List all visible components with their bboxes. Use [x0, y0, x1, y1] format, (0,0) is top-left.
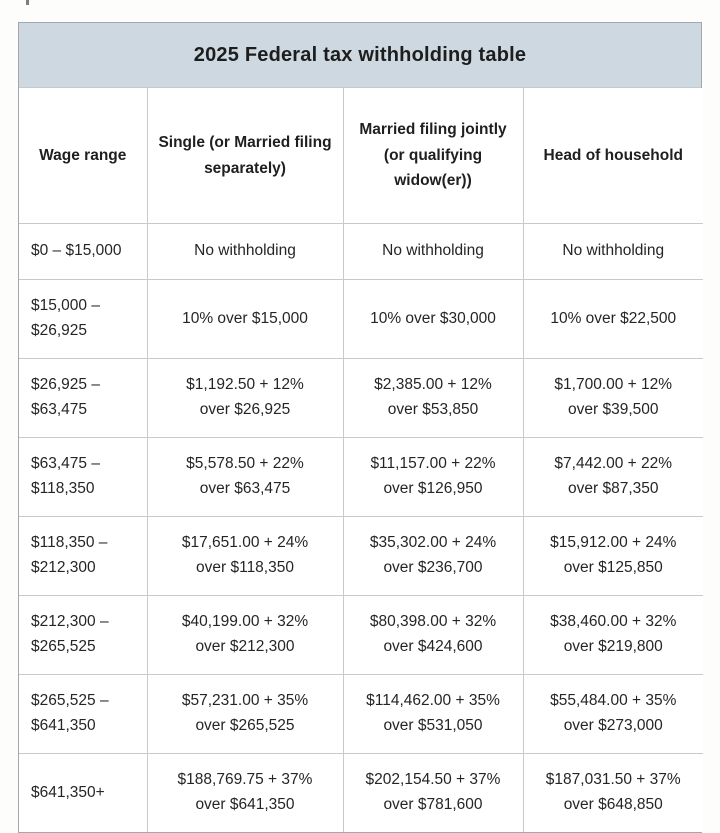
formula-line: over $26,925	[199, 401, 291, 418]
column-header-wage-range: Wage range	[19, 88, 148, 224]
formula-line: $5,578.50 + 22%	[186, 455, 304, 473]
cell-married-jointly: $2,385.00 + 12% over $53,850	[342, 358, 524, 438]
cell-married-jointly: $202,154.50 + 37% over $781,600	[342, 753, 524, 832]
cell-single: $40,199.00 + 32% over $212,300	[146, 595, 344, 675]
cell-single: $57,231.00 + 35% over $265,525	[146, 674, 344, 754]
cell-wage-range: $118,350 – $212,300	[19, 516, 148, 596]
formula-line: over $212,300	[195, 638, 295, 655]
formula-line: over $641,350	[195, 796, 295, 813]
cell-single: $5,578.50 + 22% over $63,475	[146, 437, 344, 517]
formula-line: over $531,050	[383, 717, 483, 734]
formula-line: $202,154.50 + 37%	[365, 771, 501, 789]
cell-head-of-household: $55,484.00 + 35% over $273,000	[522, 674, 703, 754]
table-title: 2025 Federal tax withholding table	[193, 43, 527, 66]
table-row: $26,925 – $63,475 $1,192.50 + 12% over $…	[19, 358, 703, 438]
formula-line: No withholding	[382, 242, 484, 260]
cell-head-of-household: $15,912.00 + 24% over $125,850	[522, 516, 703, 596]
formula-line: over $118,350	[196, 559, 294, 576]
formula-line: $1,192.50 + 12%	[186, 376, 304, 394]
cell-married-jointly: $35,302.00 + 24% over $236,700	[342, 516, 524, 596]
formula-line: $188,769.75 + 37%	[177, 771, 313, 789]
formula-line: $55,484.00 + 35%	[550, 692, 677, 710]
cell-married-jointly: 10% over $30,000	[342, 279, 524, 359]
cell-wage-range: $15,000 – $26,925	[19, 279, 148, 359]
formula-line: over $125,850	[563, 559, 663, 576]
formula-line: over $648,850	[563, 796, 663, 813]
cell-wage-range: $0 – $15,000	[19, 223, 148, 280]
formula-line: over $273,000	[563, 717, 663, 734]
column-header-head-of-household: Head of household	[522, 88, 703, 224]
formula-line: $1,700.00 + 12%	[554, 376, 673, 394]
table-row: $265,525 – $641,350 $57,231.00 + 35% ove…	[19, 674, 703, 754]
cell-head-of-household: $38,460.00 + 32% over $219,800	[522, 595, 703, 675]
formula-line: over $219,800	[563, 638, 663, 655]
cell-head-of-household: $7,442.00 + 22% over $87,350	[522, 437, 703, 517]
crop-artifact-mark	[26, 0, 29, 5]
column-header-single: Single (or Married filing separately)	[146, 88, 344, 224]
column-header-married-jointly: Married filing jointly (or qualifying wi…	[342, 88, 524, 224]
cell-head-of-household: No withholding	[522, 223, 703, 280]
cell-single: 10% over $15,000	[146, 279, 344, 359]
cell-married-jointly: $114,462.00 + 35% over $531,050	[342, 674, 524, 754]
formula-line: over $87,350	[568, 480, 659, 497]
formula-line: $114,462.00 + 35%	[366, 692, 500, 710]
cell-wage-range: $63,475 – $118,350	[19, 437, 148, 517]
cell-wage-range: $212,300 – $265,525	[19, 595, 148, 675]
formula-line: 10% over $22,500	[550, 309, 677, 327]
formula-line: No withholding	[194, 242, 296, 260]
formula-line: $40,199.00 + 32%	[181, 613, 309, 631]
tax-withholding-table: 2025 Federal tax withholding table Wage …	[18, 22, 703, 833]
cell-single: $188,769.75 + 37% over $641,350	[146, 753, 344, 832]
formula-line: over $265,525	[195, 717, 295, 734]
formula-line: $15,912.00 + 24%	[550, 534, 677, 552]
withholding-grid: Wage range Single (or Married filing sep…	[19, 88, 703, 832]
formula-line: over $39,500	[568, 401, 659, 418]
formula-line: $11,157.00 + 22%	[370, 455, 496, 473]
cell-married-jointly: $80,398.00 + 32% over $424,600	[342, 595, 524, 675]
formula-line: No withholding	[562, 242, 665, 260]
formula-line: $35,302.00 + 24%	[369, 534, 497, 552]
formula-line: over $781,600	[383, 796, 483, 813]
formula-line: $187,031.50 + 37%	[545, 771, 681, 789]
header-row: Wage range Single (or Married filing sep…	[19, 88, 703, 224]
formula-line: $7,442.00 + 22%	[554, 455, 673, 473]
cell-head-of-household: $187,031.50 + 37% over $648,850	[522, 753, 703, 832]
table-row: $641,350+ $188,769.75 + 37% over $641,35…	[19, 753, 703, 832]
formula-line: $57,231.00 + 35%	[181, 692, 309, 710]
formula-line: over $424,600	[383, 638, 483, 655]
formula-line: 10% over $15,000	[182, 309, 308, 327]
cell-wage-range: $26,925 – $63,475	[19, 358, 148, 438]
table-row: $118,350 – $212,300 $17,651.00 + 24% ove…	[19, 516, 703, 596]
formula-line: over $236,700	[383, 559, 483, 576]
table-row: $0 – $15,000 No withholding No withholdi…	[19, 223, 703, 280]
cell-single: $1,192.50 + 12% over $26,925	[146, 358, 344, 438]
formula-line: $17,651.00 + 24%	[181, 534, 309, 552]
cell-married-jointly: No withholding	[342, 223, 524, 280]
formula-line: over $63,475	[199, 480, 291, 497]
cell-single: $17,651.00 + 24% over $118,350	[146, 516, 344, 596]
cell-head-of-household: 10% over $22,500	[522, 279, 703, 359]
cell-single: No withholding	[146, 223, 344, 280]
table-row: $212,300 – $265,525 $40,199.00 + 32% ove…	[19, 595, 703, 675]
table-row: $15,000 – $26,925 10% over $15,000 10% o…	[19, 279, 703, 359]
cell-wage-range: $265,525 – $641,350	[19, 674, 148, 754]
formula-line: $38,460.00 + 32%	[550, 613, 677, 631]
cell-married-jointly: $11,157.00 + 22% over $126,950	[342, 437, 524, 517]
formula-line: 10% over $30,000	[370, 309, 496, 327]
formula-line: $80,398.00 + 32%	[369, 613, 497, 631]
cell-wage-range: $641,350+	[19, 753, 148, 832]
cell-head-of-household: $1,700.00 + 12% over $39,500	[522, 358, 703, 438]
table-row: $63,475 – $118,350 $5,578.50 + 22% over …	[19, 437, 703, 517]
formula-line: $2,385.00 + 12%	[374, 376, 492, 394]
formula-line: over $53,850	[387, 401, 479, 418]
table-title-bar: 2025 Federal tax withholding table	[19, 23, 701, 88]
formula-line: over $126,950	[383, 480, 483, 497]
